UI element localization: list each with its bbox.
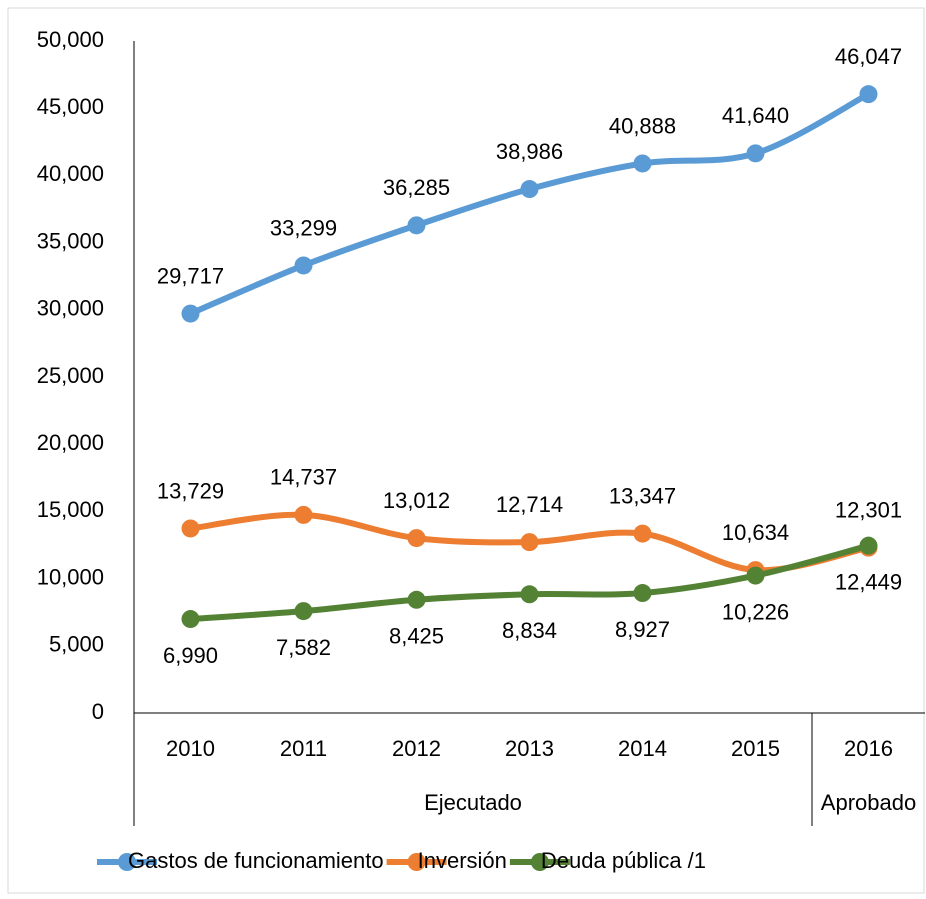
data-label: 8,927 (615, 617, 670, 642)
x-tick-label: 2015 (731, 736, 780, 761)
y-tick-label: 50,000 (37, 27, 104, 52)
legend-label: Gastos de funcionamiento (128, 848, 384, 873)
data-point (181, 519, 200, 538)
data-point (746, 144, 765, 163)
data-label: 13,729 (157, 478, 224, 503)
data-label: 10,226 (722, 599, 789, 624)
x-tick-label: 2010 (166, 736, 215, 761)
data-point (633, 154, 652, 173)
data-label: 13,012 (383, 488, 450, 513)
y-tick-label: 15,000 (37, 497, 104, 522)
data-point (181, 610, 200, 629)
data-point (407, 529, 426, 548)
data-point (859, 536, 878, 555)
x-tick-label: 2011 (280, 736, 327, 761)
data-label: 10,634 (722, 520, 789, 545)
y-tick-label: 40,000 (37, 161, 104, 186)
data-label: 40,888 (609, 113, 676, 138)
y-tick-label: 20,000 (37, 430, 104, 455)
data-point (859, 85, 878, 104)
data-point (294, 256, 313, 275)
data-label: 41,640 (722, 103, 789, 128)
data-point (520, 180, 539, 199)
data-label: 29,717 (157, 263, 224, 288)
y-tick-label: 10,000 (37, 564, 104, 589)
x-group-label: Ejecutado (424, 790, 522, 815)
x-tick-label: 2013 (505, 736, 554, 761)
x-tick-label: 2012 (392, 736, 441, 761)
data-point (294, 505, 313, 524)
legend-marker (407, 853, 426, 871)
y-tick-label: 30,000 (37, 296, 104, 321)
y-tick-label: 0 (92, 699, 104, 724)
data-label: 33,299 (270, 215, 337, 240)
y-tick-label: 35,000 (37, 228, 104, 253)
data-label: 6,990 (163, 643, 218, 668)
data-label: 12,301 (835, 497, 902, 522)
data-point (407, 590, 426, 609)
data-point (407, 216, 426, 235)
data-point (633, 524, 652, 543)
y-tick-label: 25,000 (37, 363, 104, 388)
data-point (633, 584, 652, 603)
chart-border (7, 7, 925, 894)
data-label: 12,714 (496, 492, 563, 517)
data-label: 8,834 (502, 618, 557, 643)
data-label: 36,285 (383, 175, 450, 200)
data-point (746, 566, 765, 585)
data-label: 8,425 (389, 624, 444, 649)
data-label: 13,347 (609, 483, 676, 508)
data-label: 38,986 (496, 139, 563, 164)
y-tick-label: 45,000 (37, 94, 104, 119)
data-label: 14,737 (270, 465, 337, 490)
legend-label: Inversión (418, 848, 507, 873)
data-point (294, 602, 313, 621)
data-point (520, 533, 539, 552)
data-point (520, 585, 539, 604)
legend-label: Deuda pública /1 (541, 848, 706, 873)
legend-marker (530, 853, 549, 871)
data-label: 12,449 (835, 569, 902, 594)
x-group-label: Aprobado (821, 790, 916, 815)
data-point (181, 304, 200, 323)
y-tick-label: 5,000 (49, 632, 104, 657)
x-tick-label: 2016 (844, 736, 893, 761)
x-tick-label: 2014 (618, 736, 667, 761)
data-label: 7,582 (276, 635, 331, 660)
legend-marker (118, 853, 136, 871)
data-label: 46,047 (835, 44, 902, 69)
